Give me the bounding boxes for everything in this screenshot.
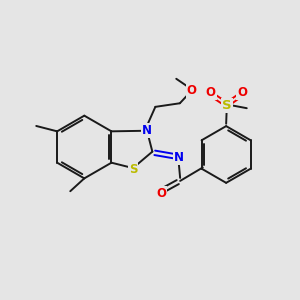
Text: S: S <box>222 99 232 112</box>
Text: O: O <box>187 84 197 97</box>
Text: O: O <box>156 187 166 200</box>
Text: N: N <box>142 124 152 136</box>
Text: O: O <box>206 86 216 99</box>
Text: O: O <box>237 86 247 99</box>
Text: S: S <box>129 163 137 176</box>
Text: N: N <box>174 151 184 164</box>
